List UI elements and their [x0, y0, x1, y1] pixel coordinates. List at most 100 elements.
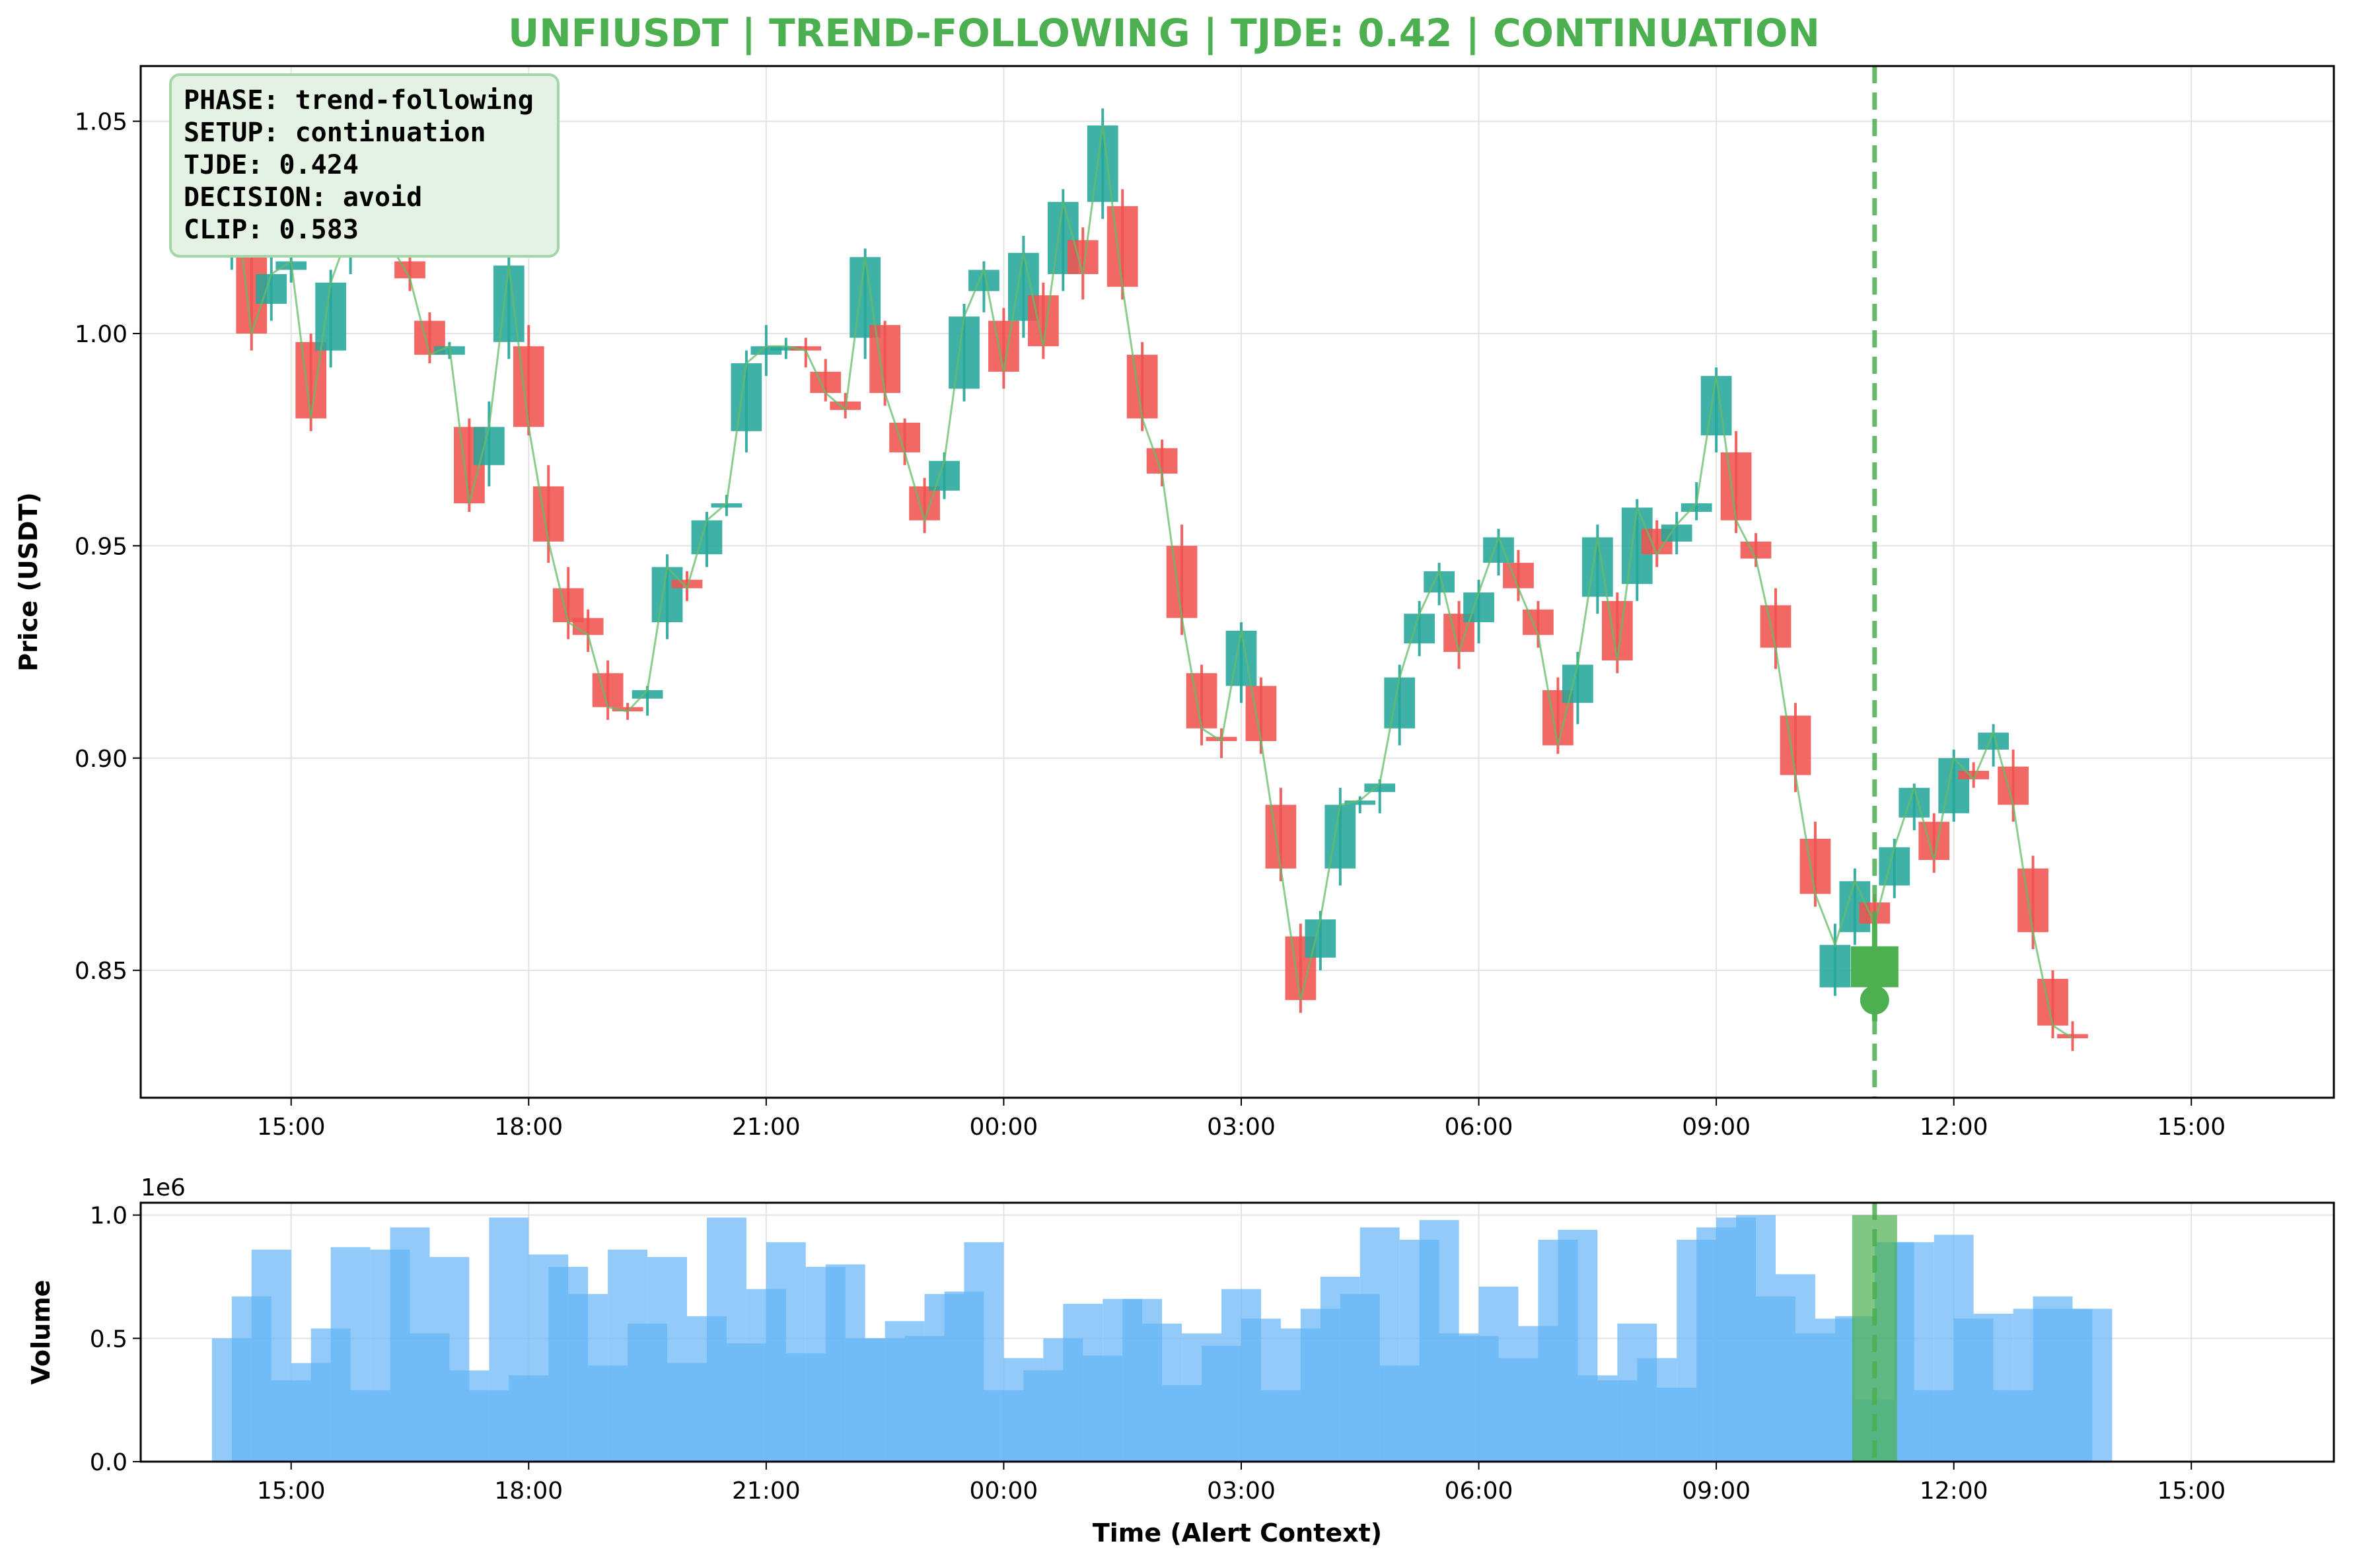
price-x-tick-label: 15:00: [257, 1114, 326, 1141]
candle-body: [1562, 664, 1593, 703]
candle-body: [1146, 448, 1178, 474]
price-x-tick-label: 06:00: [1445, 1114, 1513, 1141]
candle-body: [1166, 546, 1198, 618]
price-x-tick-label: 21:00: [732, 1114, 801, 1141]
volume-axes-frame: [139, 1201, 2335, 1463]
price-y-tick-label: 0.85: [75, 958, 127, 985]
price-x-tick-label: 18:00: [494, 1114, 563, 1141]
candle-body: [532, 486, 564, 542]
candle-body: [295, 341, 327, 419]
price-axes: 0.85 0.90 0.95 1.00 1.05 15:00 18:00 21:00 00:0…: [14, 65, 2335, 1141]
candle-body: [1027, 295, 1059, 347]
candle-body: [1324, 804, 1356, 869]
candle-body: [473, 427, 505, 466]
volume-axes: 0.0 0.5 1.0 15:00 18:00 21:00 00:00 03:00 06:00…: [26, 1174, 2335, 1548]
candle-body: [493, 266, 525, 342]
volume-x-tick-label: 18:00: [494, 1478, 563, 1505]
volume-y-ticks: 0.0 0.5 1.0: [90, 1203, 141, 1476]
candle-body: [869, 325, 901, 393]
candle-body: [1681, 503, 1712, 512]
volume-bar: [2072, 1308, 2113, 1462]
candle-body: [1087, 125, 1118, 202]
candle-body: [770, 346, 802, 351]
candle-body: [651, 567, 683, 623]
price-x-tick-label: 00:00: [970, 1114, 1038, 1141]
info-box-tjde: TJDE: 0.424: [184, 150, 359, 180]
candle-body: [1106, 206, 1138, 287]
info-box-setup: SETUP: continuation: [184, 118, 486, 148]
candle-body: [988, 320, 1019, 372]
candle-body: [1799, 838, 1831, 894]
chart-title: UNFIUSDT | TREND-FOLLOWING | TJDE: 0.42 …: [508, 11, 1820, 55]
candle-body: [1938, 758, 1970, 814]
candle-body: [691, 520, 723, 555]
candle-body: [1998, 766, 2029, 805]
candle-body: [1265, 804, 1297, 869]
candle-body: [2017, 868, 2048, 933]
price-y-tick-label: 0.90: [75, 746, 127, 773]
info-box-phase: PHASE: trend-following: [184, 85, 534, 116]
price-x-tick-label: 03:00: [1207, 1114, 1276, 1141]
candle-body: [1225, 630, 1257, 686]
volume-x-tick-label: 06:00: [1445, 1478, 1513, 1505]
candle-body: [1523, 609, 1554, 635]
volume-scale-label: 1e6: [141, 1174, 186, 1201]
candle-body: [1918, 822, 1950, 861]
volume-x-tick-label: 09:00: [1682, 1478, 1751, 1505]
info-box: PHASE: trend-following SETUP: continuati…: [169, 73, 560, 258]
candle-body: [1899, 787, 1930, 818]
candle-body: [2037, 979, 2068, 1026]
volume-alert-marker: [1852, 1203, 1897, 1462]
candle-body: [1126, 355, 1158, 419]
candle-body: [1186, 673, 1217, 729]
close-price-line: [231, 125, 2074, 1040]
price-y-tick-label: 0.95: [75, 533, 127, 560]
volume-x-tick-label: 15:00: [257, 1478, 326, 1505]
price-x-ticks: 15:00 18:00 21:00 00:00 03:00 06:00 09:00 12:00…: [257, 1098, 2226, 1141]
candle-body: [572, 618, 604, 635]
candle-body: [513, 346, 544, 427]
price-x-tick-label: 15:00: [2157, 1114, 2226, 1141]
info-box-decision: DECISION: avoid: [184, 182, 422, 213]
alert-marker: [1850, 66, 1899, 1098]
alert-point: [1860, 985, 1889, 1015]
candle-body: [394, 261, 425, 279]
volume-x-tick-label: 00:00: [970, 1478, 1038, 1505]
candle-body: [632, 690, 663, 699]
candle-body: [1958, 771, 1990, 779]
candle-body: [1245, 686, 1277, 742]
price-y-tick-label: 1.05: [75, 109, 127, 136]
volume-y-tick-label: 1.0: [90, 1203, 127, 1230]
candle-body: [1344, 801, 1376, 805]
candle-body: [256, 273, 287, 304]
candle-body: [889, 422, 920, 452]
candle-body: [949, 316, 980, 389]
candle-body: [1384, 677, 1416, 729]
price-y-tick-label: 1.00: [75, 321, 127, 348]
price-axes-frame: [139, 65, 2335, 1099]
candle-body: [1601, 600, 1633, 660]
volume-y-tick-label: 0.5: [90, 1326, 127, 1353]
candle-body: [790, 346, 822, 351]
alert-candle-body: [1850, 946, 1899, 987]
volume-y-tick-label: 0.0: [90, 1449, 127, 1476]
candle-body: [909, 486, 940, 520]
candle-body: [1760, 605, 1792, 648]
candle-body: [1819, 944, 1851, 987]
candle-body: [929, 460, 960, 491]
candle-body: [1581, 537, 1613, 597]
volume-x-tick-label: 21:00: [732, 1478, 801, 1505]
volume-x-tick-label: 15:00: [2157, 1478, 2226, 1505]
candle-body: [671, 579, 703, 588]
candle-body: [552, 588, 584, 623]
info-box-background: [169, 73, 560, 258]
price-x-tick-label: 12:00: [1920, 1114, 1988, 1141]
candle-body: [1740, 541, 1772, 559]
candle-body: [1780, 715, 1811, 775]
price-y-ticks: 0.85 0.90 0.95 1.00 1.05: [75, 109, 141, 985]
close-price-polyline: [231, 125, 2074, 1040]
candle-body: [315, 282, 347, 351]
candle-body: [1404, 614, 1435, 644]
price-x-tick-label: 09:00: [1682, 1114, 1751, 1141]
